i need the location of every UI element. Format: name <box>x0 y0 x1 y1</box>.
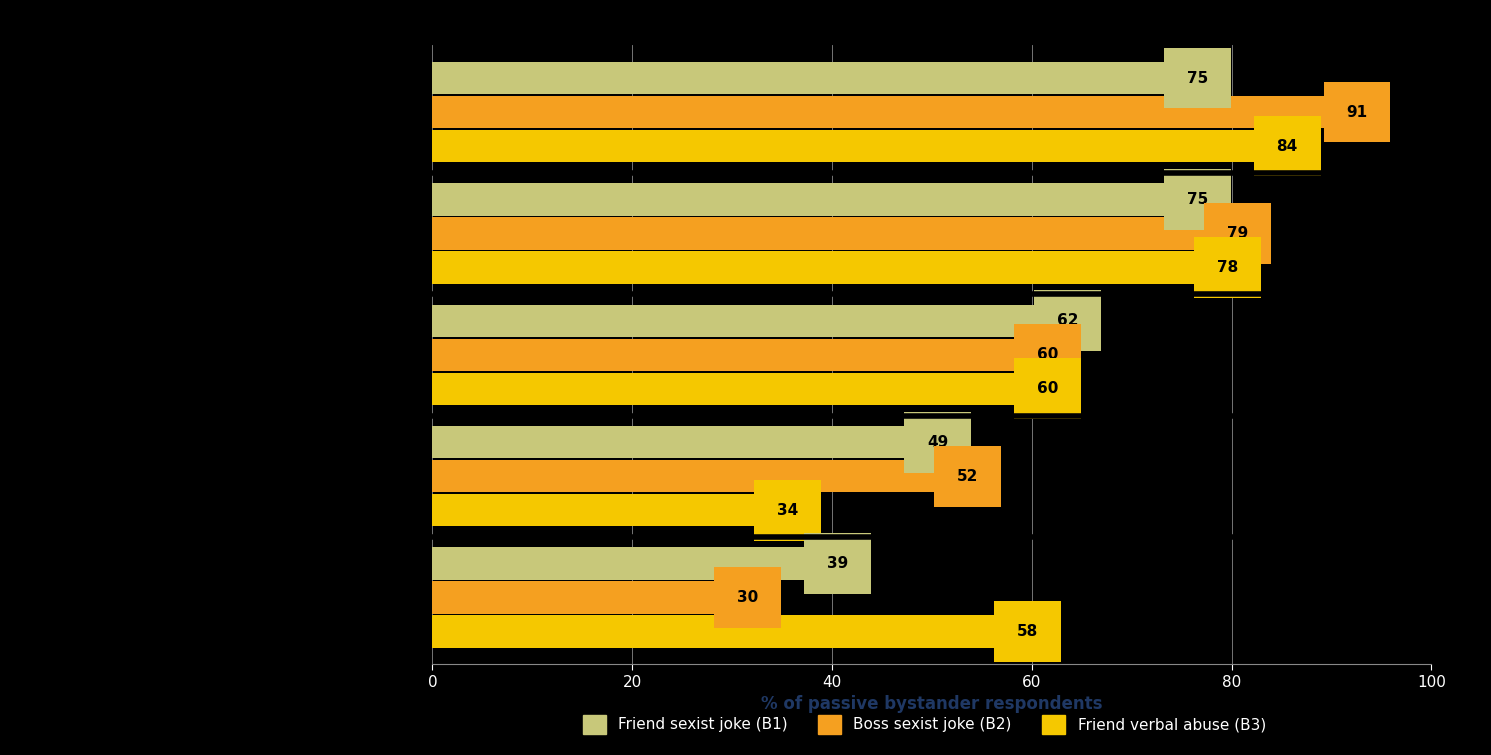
Text: 58: 58 <box>1017 624 1038 639</box>
Bar <box>432 581 732 614</box>
Text: 78: 78 <box>1217 260 1238 275</box>
Bar <box>432 494 772 526</box>
Bar <box>432 217 1221 250</box>
Bar <box>432 339 1032 371</box>
Bar <box>432 251 1212 284</box>
Text: 62: 62 <box>1057 313 1078 328</box>
Text: 52: 52 <box>957 469 978 484</box>
Bar <box>432 373 1032 405</box>
Text: 60: 60 <box>1036 347 1059 362</box>
Text: 79: 79 <box>1227 226 1248 241</box>
Bar <box>432 615 1012 648</box>
Text: 49: 49 <box>927 435 948 450</box>
Bar <box>432 130 1272 162</box>
Bar <box>432 460 951 492</box>
Text: 84: 84 <box>1276 139 1297 153</box>
Text: 91: 91 <box>1346 104 1367 119</box>
Text: 34: 34 <box>777 503 798 518</box>
Text: 75: 75 <box>1187 192 1208 207</box>
Text: 60: 60 <box>1036 381 1059 396</box>
Legend: Friend sexist joke (B1), Boss sexist joke (B2), Friend verbal abuse (B3): Friend sexist joke (B1), Boss sexist jok… <box>577 709 1272 740</box>
Text: 39: 39 <box>828 556 848 571</box>
Text: 30: 30 <box>737 590 759 606</box>
Bar <box>432 62 1181 94</box>
Bar <box>432 426 921 458</box>
Bar <box>432 547 822 580</box>
Text: 75: 75 <box>1187 70 1208 85</box>
X-axis label: % of passive bystander respondents: % of passive bystander respondents <box>760 695 1103 713</box>
Bar <box>432 183 1181 216</box>
Bar <box>432 96 1342 128</box>
Bar <box>432 305 1051 337</box>
